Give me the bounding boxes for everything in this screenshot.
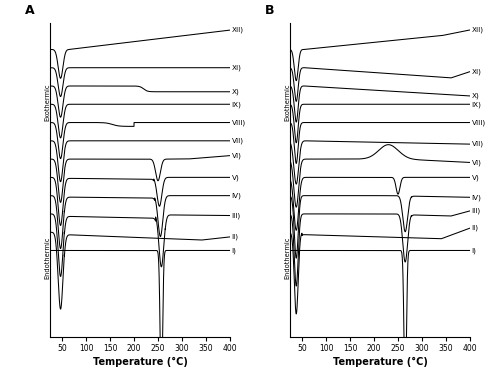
- Text: I): I): [472, 247, 476, 254]
- Text: VI): VI): [232, 152, 241, 159]
- Text: VII): VII): [232, 137, 243, 144]
- Text: VIII): VIII): [472, 119, 486, 126]
- Text: Exothermic: Exothermic: [44, 84, 51, 121]
- Text: X): X): [232, 88, 239, 95]
- Text: III): III): [472, 208, 480, 214]
- Text: X): X): [472, 93, 479, 99]
- Text: II): II): [472, 225, 478, 231]
- Text: XII): XII): [472, 27, 484, 33]
- Text: V): V): [232, 174, 239, 181]
- Text: XII): XII): [232, 27, 243, 33]
- Text: IX): IX): [232, 101, 241, 108]
- Text: I): I): [232, 247, 236, 254]
- Text: Exothermic: Exothermic: [284, 84, 290, 121]
- Text: VIII): VIII): [232, 119, 245, 126]
- Text: IX): IX): [472, 101, 482, 108]
- Text: II): II): [232, 234, 238, 240]
- Text: III): III): [232, 212, 240, 219]
- Text: B: B: [265, 4, 274, 17]
- Text: XI): XI): [232, 64, 241, 71]
- Text: V): V): [472, 174, 479, 181]
- Text: IV): IV): [232, 192, 241, 199]
- Text: XI): XI): [472, 69, 482, 75]
- X-axis label: Temperature (°C): Temperature (°C): [332, 357, 428, 367]
- Text: A: A: [25, 4, 34, 17]
- Text: Endothermic: Endothermic: [44, 236, 51, 278]
- Text: VI): VI): [472, 159, 482, 166]
- Text: Endothermic: Endothermic: [284, 236, 290, 278]
- X-axis label: Temperature (°C): Temperature (°C): [92, 357, 188, 367]
- Text: IV): IV): [472, 194, 482, 201]
- Text: VII): VII): [472, 141, 484, 147]
